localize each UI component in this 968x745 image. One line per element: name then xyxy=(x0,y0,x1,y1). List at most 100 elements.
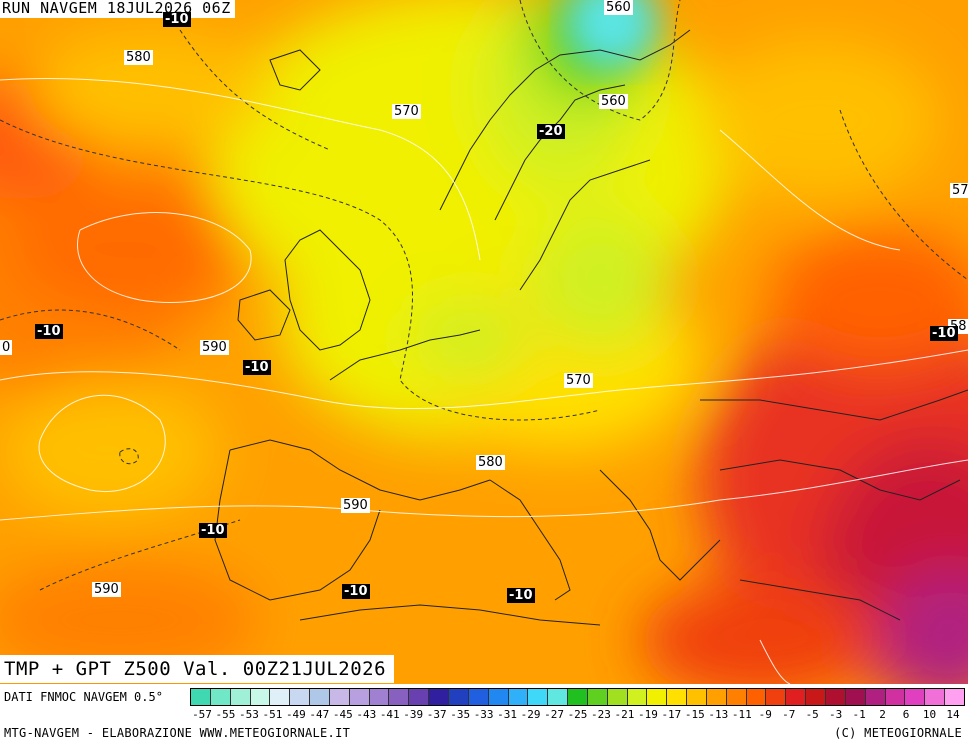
legend-label: -21 xyxy=(614,708,635,721)
legend-swatch xyxy=(607,689,628,705)
legend-swatch xyxy=(448,689,469,705)
z500-label: 560 xyxy=(604,0,633,15)
legend-swatch xyxy=(270,689,291,705)
legend-label: -51 xyxy=(262,708,283,721)
coastlines xyxy=(214,29,968,626)
legend-label: -25 xyxy=(567,708,588,721)
legend-label: -37 xyxy=(426,708,447,721)
isotherms xyxy=(0,0,968,591)
legend-label: -39 xyxy=(403,708,424,721)
temp-label: -10 xyxy=(199,523,227,538)
legend-label: -27 xyxy=(544,708,564,721)
z500-label: 560 xyxy=(599,94,628,109)
legend-swatch xyxy=(329,689,350,705)
temp-label: -10 xyxy=(243,360,271,375)
legend-label: -11 xyxy=(731,708,752,721)
credit-left: MTG-NAVGEM - ELABORAZIONE WWW.METEOGIORN… xyxy=(4,726,351,740)
legend-label: -29 xyxy=(520,708,541,721)
legend-swatch xyxy=(389,689,410,705)
temperature-field xyxy=(0,0,968,684)
legend-swatch xyxy=(369,689,390,705)
legend-swatch xyxy=(528,689,549,705)
legend-swatch xyxy=(627,689,648,705)
legend-label: -41 xyxy=(379,708,400,721)
legend-swatch xyxy=(568,689,588,705)
legend-swatch xyxy=(865,689,886,705)
legend-swatch xyxy=(230,689,251,705)
legend-label: 14 xyxy=(946,708,960,721)
legend-swatch xyxy=(766,689,787,705)
legend-label: -7 xyxy=(782,708,796,721)
legend-swatch xyxy=(290,689,311,705)
legend-label: -33 xyxy=(473,708,494,721)
temp-label: -20 xyxy=(537,124,565,139)
legend-label: -53 xyxy=(239,708,259,721)
z500-label: 590 xyxy=(341,498,370,513)
legend-swatch xyxy=(786,689,807,705)
legend-label: 10 xyxy=(922,708,937,721)
z500-label: 580 xyxy=(476,455,505,470)
legend-label: -15 xyxy=(684,708,705,721)
legend-label: -49 xyxy=(285,708,306,721)
legend-swatch xyxy=(468,689,489,705)
z500-label: 590 xyxy=(92,582,121,597)
footer: DATI FNMOC NAVGEM 0.5° -57 -55 -53 -51 -49 -4… xyxy=(0,684,968,745)
z500-label: 0 xyxy=(0,340,13,355)
run-label: RUN NAVGEM 18JUL2026 06Z xyxy=(0,0,235,18)
legend-swatch xyxy=(429,689,449,705)
legend-label: -43 xyxy=(356,708,377,721)
legend-label: 2 xyxy=(879,708,886,721)
legend-swatch xyxy=(706,689,727,705)
legend-swatch xyxy=(726,689,747,705)
legend-label: -45 xyxy=(332,708,353,721)
z500-label: 570 xyxy=(564,373,593,388)
legend-swatch xyxy=(905,689,926,705)
legend-swatch xyxy=(647,689,668,705)
temp-label: -10 xyxy=(342,584,370,599)
color-legend xyxy=(190,688,965,706)
legend-swatch xyxy=(885,689,906,705)
legend-label: -31 xyxy=(497,708,518,721)
legend-swatch xyxy=(310,689,330,705)
credit-right: (C) METEOGIORNALE xyxy=(834,726,962,740)
legend-swatch xyxy=(925,689,946,705)
temp-label: -10 xyxy=(163,12,191,27)
z500-label: 570 xyxy=(392,104,421,119)
legend-swatch xyxy=(806,689,826,705)
legend-swatch xyxy=(826,689,846,705)
legend-swatch xyxy=(508,689,529,705)
legend-swatch xyxy=(191,689,211,705)
legend-label: -47 xyxy=(309,708,330,721)
legend-swatch xyxy=(667,689,688,705)
legend-label: -55 xyxy=(215,708,236,721)
legend-swatch xyxy=(746,689,767,705)
legend-label: -17 xyxy=(661,708,682,721)
legend-swatch xyxy=(548,689,569,705)
legend-swatch xyxy=(409,689,430,705)
legend-label: -1 xyxy=(852,708,866,721)
legend-swatch xyxy=(845,689,866,705)
legend-swatch xyxy=(488,689,509,705)
legend-label: 6 xyxy=(902,708,910,721)
legend-swatch xyxy=(349,689,370,705)
data-source: DATI FNMOC NAVGEM 0.5° xyxy=(4,690,163,704)
z500-label: 580 xyxy=(124,50,153,65)
legend-swatch xyxy=(250,689,271,705)
legend-label: -13 xyxy=(708,708,729,721)
map-title: TMP + GPT Z500 Val. 00Z21JUL2026 xyxy=(0,655,395,683)
z500-label: 590 xyxy=(200,340,229,355)
legend-swatch xyxy=(687,689,707,705)
legend-label: -57 xyxy=(192,708,212,721)
legend-label: -19 xyxy=(637,708,658,721)
legend-swatch xyxy=(587,689,608,705)
legend-swatch xyxy=(945,689,964,705)
legend-label: -3 xyxy=(829,708,843,721)
legend-swatch xyxy=(210,689,231,705)
weather-map xyxy=(0,0,968,684)
legend-label: -23 xyxy=(591,708,611,721)
legend-label: -35 xyxy=(450,708,471,721)
legend-label: -9 xyxy=(758,708,772,721)
temp-label: -10 xyxy=(930,326,958,341)
z500-label: 57 xyxy=(950,183,968,198)
color-legend-labels: -57 -55 -53 -51 -49 -47 -45 -43 -41 -39 -37 -35 -33-… xyxy=(190,708,965,722)
